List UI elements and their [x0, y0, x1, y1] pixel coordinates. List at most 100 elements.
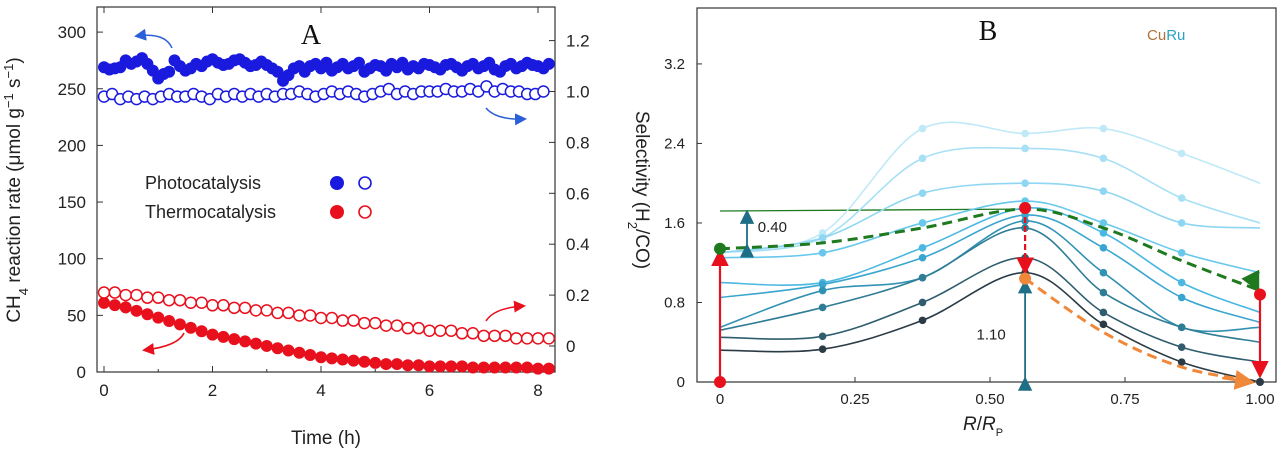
data-point-a-3: [347, 314, 360, 327]
orange-marker: [1019, 272, 1032, 285]
data-point-a-3: [271, 306, 284, 320]
series-point-b-0: [1099, 320, 1108, 329]
data-point-a-2: [336, 353, 349, 366]
data-point-a-2: [358, 355, 371, 368]
data-point-a-3: [401, 321, 415, 335]
legend-marker-filled: [330, 205, 344, 219]
x-tick-label: 6: [425, 381, 434, 400]
plot-frame-a: [96, 6, 556, 373]
data-point-a-2: [477, 361, 490, 374]
data-point-a-3: [303, 309, 317, 322]
data-point-a-3: [217, 299, 230, 312]
data-point-a-3: [227, 301, 241, 315]
data-point-a-3: [390, 319, 404, 332]
data-point-a-2: [380, 358, 393, 371]
arrow-right-axis-blue: [485, 107, 527, 126]
data-point-a-2: [228, 333, 241, 346]
green-arrow-tip: [1241, 269, 1260, 293]
y-right-tick-label: 0.6: [566, 184, 590, 203]
data-point-a-2: [184, 321, 197, 334]
x-tick-label: 4: [316, 381, 325, 400]
series-point-b-4: [1099, 244, 1108, 252]
data-point-a-3: [238, 301, 252, 315]
series-point-b-0: [1177, 358, 1186, 366]
annotation-label: 1.10: [977, 326, 1006, 343]
x-tick-label-b: 0.50: [975, 391, 1004, 408]
data-point-a-2: [217, 330, 230, 343]
data-point-a-2: [347, 354, 360, 367]
data-point-a-2: [195, 325, 208, 338]
data-point-a-2: [434, 360, 447, 373]
x-tick-label-b: 1.00: [1245, 391, 1274, 408]
data-point-a-3: [325, 311, 339, 325]
y-tick-label: 150: [58, 193, 86, 212]
series-point-b-7: [1021, 179, 1029, 187]
panel-label-b: B: [979, 16, 998, 47]
series-point-b-9: [1177, 149, 1186, 158]
y-tick-label: 0: [77, 363, 86, 382]
green-marker: [714, 242, 726, 255]
data-point-a-3: [152, 291, 165, 304]
data-point-a-2: [532, 362, 544, 375]
series-line-b-4: [719, 214, 1261, 324]
data-point-a-3: [314, 311, 328, 325]
legend-marker-open: [358, 205, 372, 219]
data-point-a-2: [510, 361, 523, 374]
data-point-a-2: [390, 358, 403, 371]
data-point-a-2: [499, 361, 512, 374]
data-point-a-3: [444, 324, 458, 337]
series-point-b-1: [818, 332, 827, 341]
data-point-a-2: [293, 346, 306, 359]
data-point-a-2: [260, 339, 273, 352]
series-point-b-6: [818, 248, 827, 257]
series-point-b-6: [1099, 219, 1108, 227]
red-marker-mid: [1019, 202, 1032, 215]
data-point-a-3: [520, 332, 534, 345]
data-point-a-3: [488, 329, 501, 343]
x-tick-label-b: 0.25: [840, 391, 869, 408]
series-point-b-4: [918, 253, 927, 262]
series-point-b-8: [918, 154, 927, 163]
series-point-b-0: [918, 316, 927, 325]
data-point-a-2: [423, 360, 436, 373]
data-point-a-2: [141, 308, 154, 321]
data-point-a-3: [130, 288, 143, 302]
data-point-a-3: [97, 286, 111, 299]
series-point-b-2: [818, 303, 827, 312]
series-point-b-1: [918, 298, 927, 307]
series-point-b-9: [1099, 124, 1108, 133]
orange-arrow: [1222, 369, 1255, 390]
y-tick-label: 250: [58, 80, 86, 99]
y-right-tick-label: 1.0: [566, 83, 590, 102]
data-point-a-2: [466, 361, 479, 374]
data-point-a-2: [304, 349, 317, 362]
data-point-a-2: [315, 351, 327, 364]
y-axis-label: CH4 reaction rate (μmol g−1 s−1): [1, 57, 31, 322]
arrow-right-axis-red: [485, 300, 526, 322]
data-point-a-2: [325, 352, 338, 365]
data-point-a-2: [521, 361, 534, 374]
data-point-a-3: [119, 288, 132, 302]
y-tick-label-b: 1.6: [664, 215, 685, 232]
data-point-a-3: [510, 332, 523, 345]
y-tick-label: 100: [58, 250, 86, 269]
data-point-a-3: [173, 293, 187, 307]
title-part: Ru: [1166, 27, 1185, 44]
x-axis-label: Time (h): [291, 428, 361, 449]
x-tick-label: 0: [99, 381, 108, 400]
data-point-a-3: [466, 327, 480, 340]
data-point-a-2: [401, 359, 414, 372]
data-point-a-3: [195, 296, 208, 309]
series-point-b-6: [918, 219, 927, 227]
data-point-a-3: [531, 332, 545, 345]
data-point-a-3: [434, 324, 447, 337]
data-point-a-2: [163, 315, 176, 328]
data-point-a-0: [163, 65, 176, 78]
data-point-a-3: [379, 319, 393, 332]
data-point-a-3: [477, 329, 490, 343]
series-point-b-8: [1177, 194, 1186, 202]
series-point-b-1: [1099, 308, 1108, 317]
y-tick-label-b: 2.4: [664, 135, 685, 152]
data-point-a-2: [119, 301, 132, 314]
